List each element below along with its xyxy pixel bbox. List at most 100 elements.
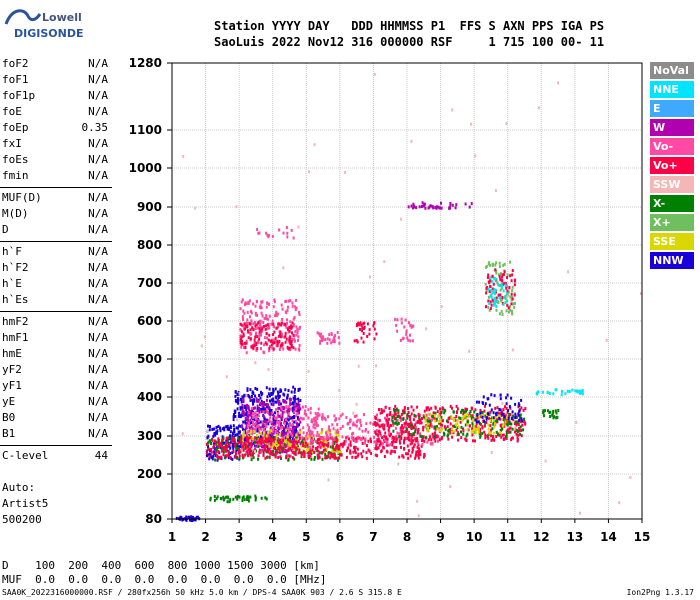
ionogram-echo-point bbox=[478, 415, 481, 418]
ionogram-echo-point bbox=[311, 450, 314, 453]
ionogram-echo-point bbox=[499, 272, 502, 276]
ionogram-echo-point bbox=[376, 454, 378, 458]
ionogram-echo-point bbox=[254, 406, 256, 410]
ionogram-echo-point bbox=[283, 432, 285, 436]
ionogram-echo-point bbox=[298, 313, 301, 317]
ionogram-echo-point bbox=[273, 438, 276, 442]
ionogram-echo-point bbox=[275, 310, 278, 314]
ionogram-echo-point bbox=[375, 429, 378, 432]
ionogram-echo-point bbox=[274, 400, 277, 404]
ionogram-echo-point bbox=[316, 448, 319, 452]
ionogram-echo-point bbox=[256, 404, 259, 408]
ionogram-echo-point bbox=[344, 170, 347, 174]
ionogram-echo-point bbox=[304, 409, 307, 413]
ionogram-echo-point bbox=[437, 420, 440, 424]
ionogram-echo-point bbox=[313, 417, 315, 421]
ionogram-echo-point bbox=[384, 416, 386, 420]
param-separator bbox=[0, 241, 112, 242]
param-value: 44 bbox=[94, 449, 108, 462]
ionogram-echo-point bbox=[499, 293, 502, 297]
ionogram-echo-point bbox=[250, 445, 253, 449]
ionogram-echo-point bbox=[431, 432, 434, 436]
ionogram-echo-point bbox=[365, 451, 368, 455]
param-value: N/A bbox=[88, 169, 108, 182]
ionogram-echo-point bbox=[302, 441, 305, 445]
ionogram-echo-point bbox=[299, 407, 302, 411]
ionogram-echo-point bbox=[424, 419, 427, 423]
ionogram-echo-point bbox=[259, 322, 262, 326]
ionogram-echo-point bbox=[233, 438, 236, 442]
ionogram-echo-point bbox=[441, 427, 444, 431]
ionogram-echo-point bbox=[239, 328, 242, 332]
ionogram-echo-point bbox=[490, 408, 493, 412]
param-label: yF2 bbox=[2, 363, 22, 376]
ionogram-echo-point bbox=[517, 433, 520, 437]
ionogram-echo-point bbox=[276, 415, 279, 419]
ionogram-echo-point bbox=[272, 389, 275, 393]
ionogram-echo-point bbox=[510, 302, 513, 306]
ionogram-echo-point bbox=[291, 437, 294, 441]
ionogram-echo-point bbox=[234, 455, 237, 459]
ionogram-echo-point bbox=[243, 346, 245, 349]
ionogram-echo-point bbox=[305, 434, 308, 438]
ionogram-echo-point bbox=[225, 439, 228, 443]
ionogram-echo-point bbox=[438, 427, 441, 431]
ionogram-echo-point bbox=[242, 332, 245, 336]
ionogram-echo-point bbox=[486, 416, 488, 420]
ionogram-echo-point bbox=[256, 413, 259, 417]
ionogram-echo-point bbox=[339, 449, 342, 453]
ionogram-echo-point bbox=[292, 443, 295, 446]
ionogram-echo-point bbox=[309, 430, 312, 434]
ionogram-echo-point bbox=[495, 413, 498, 417]
ionogram-echo-point bbox=[284, 448, 287, 452]
ionogram-echo-point bbox=[251, 438, 254, 442]
ionogram-echo-point bbox=[267, 434, 270, 438]
ionogram-echo-point bbox=[484, 436, 487, 440]
ionogram-echo-point bbox=[272, 341, 275, 345]
ionogram-echo-point bbox=[487, 412, 489, 416]
ionogram-echo-point bbox=[280, 422, 282, 426]
ionogram-echo-point bbox=[501, 273, 504, 277]
ionogram-echo-point bbox=[207, 434, 210, 438]
ionogram-echo-point bbox=[249, 322, 252, 326]
ionogram-echo-point bbox=[254, 450, 256, 453]
ionogram-echo-point bbox=[451, 427, 454, 431]
ionogram-echo-point bbox=[380, 423, 383, 427]
ionogram-echo-point bbox=[210, 448, 213, 451]
ionogram-echo-point bbox=[247, 411, 250, 415]
ionogram-echo-point bbox=[455, 428, 458, 432]
logo-brand: Lowell bbox=[42, 11, 82, 24]
ionogram-echo-point bbox=[268, 346, 271, 350]
param-label: foE bbox=[2, 105, 22, 118]
ionogram-echo-point bbox=[229, 446, 232, 450]
ionogram-echo-point bbox=[248, 452, 251, 456]
ionogram-echo-point bbox=[443, 433, 446, 437]
ionogram-echo-point bbox=[414, 423, 417, 427]
ionogram-echo-point bbox=[325, 434, 328, 438]
ionogram-echo-point bbox=[297, 451, 300, 455]
ionogram-echo-point bbox=[268, 444, 271, 448]
ionogram-echo-point bbox=[290, 390, 293, 394]
ionogram-echo-point bbox=[225, 425, 228, 429]
ionogram-echo-point bbox=[510, 292, 513, 296]
param-value: N/A bbox=[88, 89, 108, 102]
ionogram-echo-point bbox=[243, 341, 246, 345]
ionogram-echo-point bbox=[242, 420, 245, 424]
ionogram-echo-point bbox=[366, 444, 368, 448]
ionogram-echo-point bbox=[243, 322, 246, 326]
ionogram-echo-point bbox=[393, 411, 396, 415]
ionogram-echo-point bbox=[312, 445, 315, 449]
ionogram-echo-point bbox=[478, 400, 481, 404]
ionogram-echo-point bbox=[260, 329, 263, 333]
ionogram-echo-point bbox=[366, 335, 369, 338]
ionogram-echo-point bbox=[286, 322, 288, 325]
ionogram-echo-point bbox=[430, 406, 433, 410]
ionogram-echo-point bbox=[239, 322, 242, 326]
ionogram-echo-point bbox=[185, 515, 188, 519]
ionogram-echo-point bbox=[288, 326, 291, 329]
ionogram-echo-point bbox=[316, 424, 319, 428]
ionogram-echo-point bbox=[203, 335, 206, 339]
ionogram-echo-point bbox=[505, 431, 508, 434]
ionogram-echo-point bbox=[357, 323, 360, 327]
ionogram-echo-point bbox=[232, 497, 235, 501]
